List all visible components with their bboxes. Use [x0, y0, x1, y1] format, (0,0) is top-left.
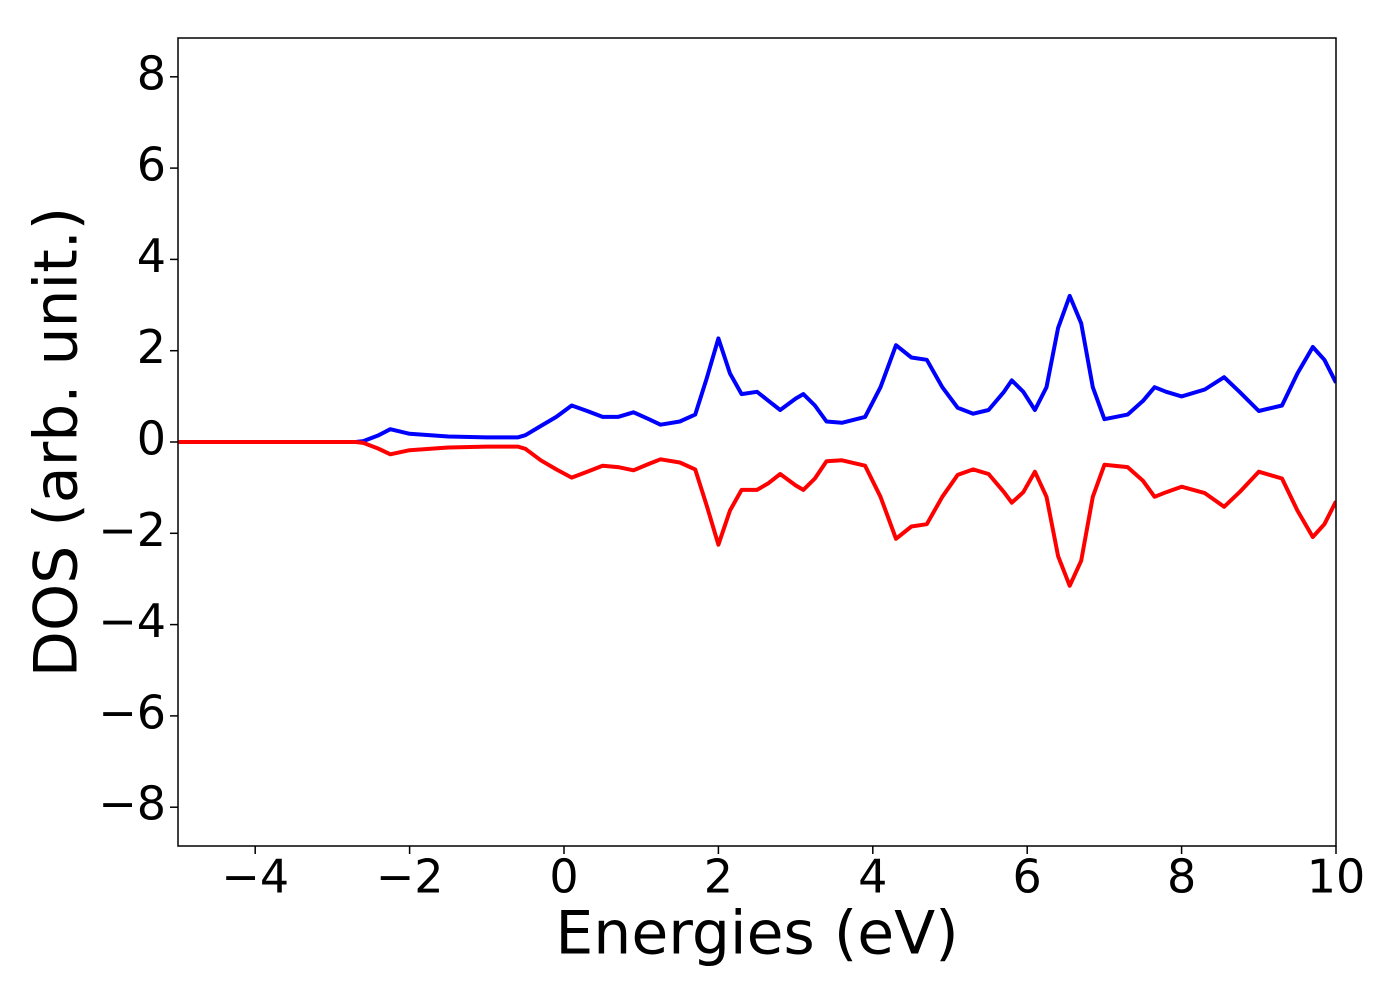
plot-frame	[177, 37, 1337, 847]
y-tick-label: 6	[137, 138, 166, 192]
dos-line	[178, 440, 1336, 588]
y-tick-label: −6	[98, 685, 166, 739]
x-tick-label: −2	[376, 850, 444, 904]
y-tick-label: 4	[137, 229, 166, 283]
y-axis-title: DOS (arb. unit.)	[22, 207, 92, 677]
x-tick-label: 10	[1307, 850, 1366, 904]
y-tick-label: −8	[98, 777, 166, 831]
y-tick-label: 0	[137, 412, 166, 466]
y-tick-label: 8	[137, 46, 166, 100]
x-tick-label: 4	[858, 850, 887, 904]
x-tick-label: 2	[704, 850, 733, 904]
y-tick-label: −4	[98, 594, 166, 648]
x-tick-label: 8	[1167, 850, 1196, 904]
x-tick-label: −4	[221, 850, 289, 904]
x-tick-label: 0	[549, 850, 578, 904]
y-tick-label: −2	[98, 503, 166, 557]
x-tick-label: 6	[1013, 850, 1042, 904]
y-tick-label: 2	[137, 320, 166, 374]
x-axis-title: Energies (eV)	[555, 899, 958, 969]
dos-line	[178, 293, 1336, 444]
